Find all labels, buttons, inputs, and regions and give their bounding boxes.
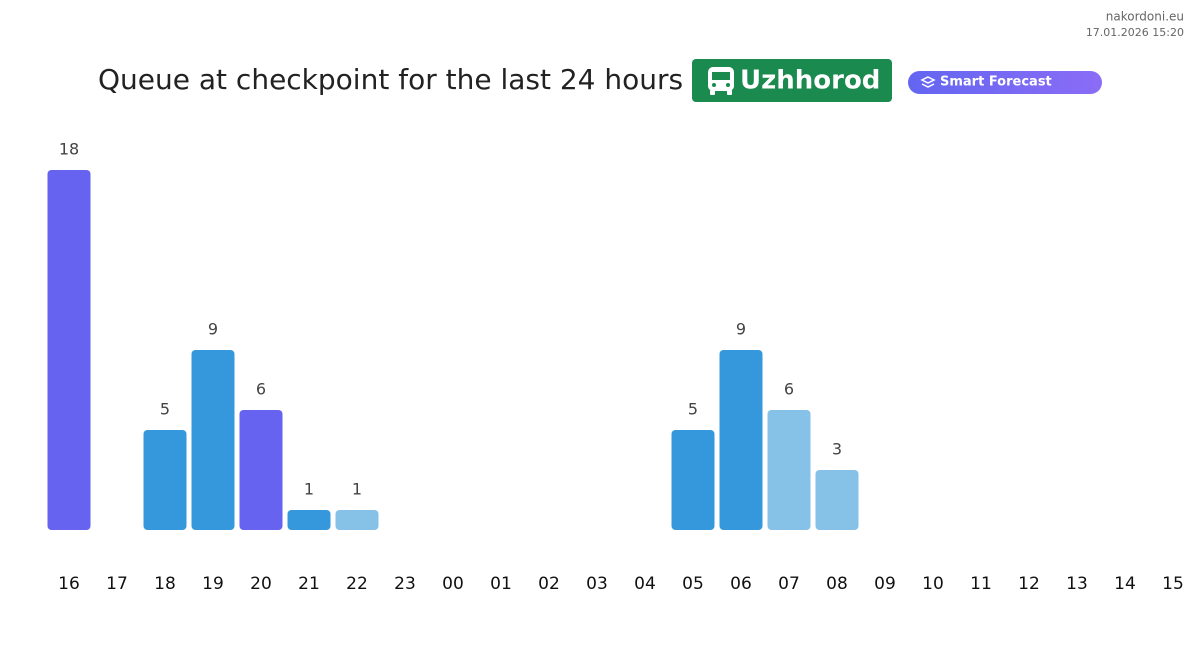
- x-tick-label: 02: [538, 574, 560, 594]
- bar: [719, 350, 763, 530]
- x-tick-label: 20: [250, 574, 272, 594]
- forecast-bg: [908, 71, 1102, 94]
- bar: [191, 350, 235, 530]
- x-tick-label: 09: [874, 574, 896, 594]
- value-label: 5: [688, 400, 698, 419]
- value-label: 9: [208, 320, 218, 339]
- value-label: 6: [256, 380, 266, 399]
- forecast-button[interactable]: Smart Forecast: [908, 71, 1102, 94]
- checkpoint-badge: Uzhhorod: [692, 59, 892, 102]
- x-tick-label: 21: [298, 574, 320, 594]
- value-label: 1: [304, 480, 314, 499]
- x-tick-label: 08: [826, 574, 848, 594]
- bus-icon: [708, 67, 734, 95]
- x-tick-label: 03: [586, 574, 608, 594]
- x-tick-label: 04: [634, 574, 656, 594]
- bar: [287, 510, 331, 530]
- bar: [815, 470, 859, 530]
- x-tick-label: 18: [154, 574, 176, 594]
- x-tick-label: 12: [1018, 574, 1040, 594]
- forecast-label: Smart Forecast: [940, 75, 1052, 90]
- timestamp: 17.01.2026 15:20: [1086, 26, 1184, 39]
- bar: [239, 410, 283, 530]
- bar: [335, 510, 379, 530]
- value-label: 3: [832, 440, 842, 459]
- x-tick-label: 19: [202, 574, 224, 594]
- value-label: 18: [59, 140, 79, 159]
- bar: [47, 170, 91, 530]
- x-tick-label: 22: [346, 574, 368, 594]
- x-tick-label: 15: [1162, 574, 1184, 594]
- x-tick-label: 23: [394, 574, 416, 594]
- bar: [143, 430, 187, 530]
- badge-bg: [692, 59, 892, 102]
- value-label: 6: [784, 380, 794, 399]
- chart-title: Queue at checkpoint for the last 24 hour…: [98, 63, 683, 96]
- x-tick-label: 16: [58, 574, 80, 594]
- x-tick-label: 13: [1066, 574, 1088, 594]
- x-tick-label: 17: [106, 574, 128, 594]
- x-tick-label: 10: [922, 574, 944, 594]
- site-name: nakordoni.eu: [1106, 10, 1184, 24]
- bar: [767, 410, 811, 530]
- x-tick-label: 11: [970, 574, 992, 594]
- x-tick-label: 01: [490, 574, 512, 594]
- value-label: 1: [352, 480, 362, 499]
- layers-icon: [920, 76, 936, 88]
- value-label: 5: [160, 400, 170, 419]
- x-tick-label: 05: [682, 574, 704, 594]
- x-tick-label: 06: [730, 574, 752, 594]
- x-tick-label: 07: [778, 574, 800, 594]
- x-tick-label: 14: [1114, 574, 1136, 594]
- value-label: 9: [736, 320, 746, 339]
- x-tick-label: 00: [442, 574, 464, 594]
- bar: [671, 430, 715, 530]
- badge-label: Uzhhorod: [740, 66, 880, 96]
